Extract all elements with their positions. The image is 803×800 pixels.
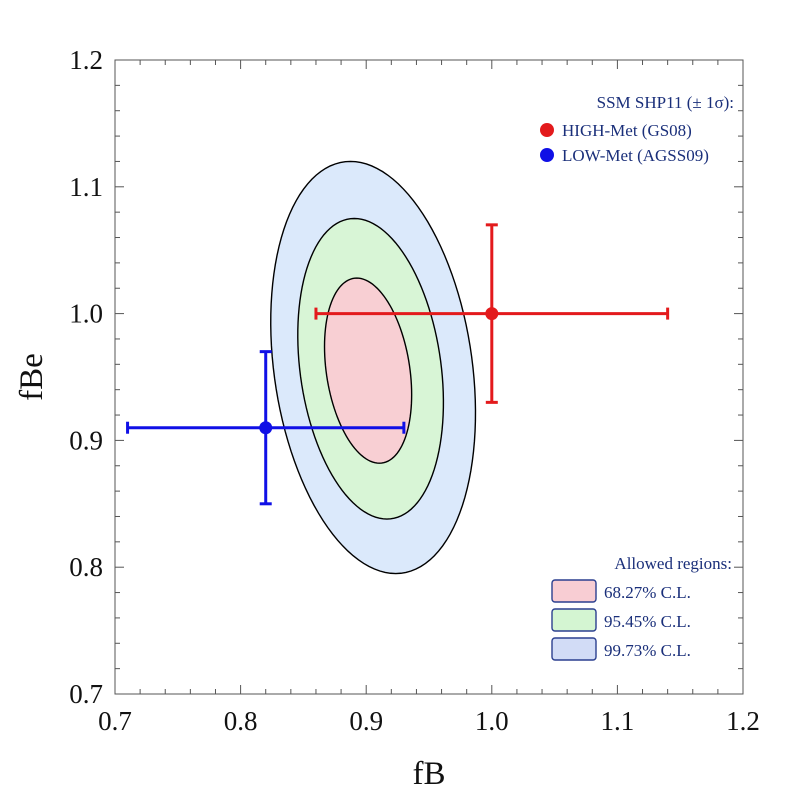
legend-points: SSM SHP11 (± 1σ): HIGH-Met (GS08) LOW-Me… [540, 93, 734, 165]
y-tick-label: 1.2 [69, 45, 103, 75]
region-6827-cl [323, 277, 413, 464]
y-tick-label: 0.7 [69, 679, 103, 709]
legend-label-68: 68.27% C.L. [604, 583, 691, 602]
axis-ticks: 0.7 0.8 0.9 1.0 1.1 1.2 0.7 0.8 0.9 1.0 1.1 1.2 [69, 45, 760, 736]
data-points [126, 223, 670, 506]
data-point-high-met [485, 307, 499, 321]
y-tick-label: 1.0 [69, 299, 103, 329]
legend-swatch-95 [551, 608, 597, 632]
legend-label-95: 95.45% C.L. [604, 612, 691, 631]
y-tick-label: 0.9 [69, 425, 103, 455]
x-tick-label: 0.7 [98, 706, 132, 736]
legend-marker-low-met [540, 148, 554, 162]
legend-regions: Allowed regions: 68.27% C.L. 95.45% C.L.… [551, 554, 732, 661]
y-tick-label: 0.8 [69, 552, 103, 582]
x-tick-label: 1.0 [475, 706, 509, 736]
x-tick-label: 1.2 [726, 706, 760, 736]
legend-label-99: 99.73% C.L. [604, 641, 691, 660]
legend-swatch-99 [551, 637, 597, 661]
legend-label-low-met: LOW-Met (AGSS09) [562, 146, 709, 165]
legend-points-title: SSM SHP11 (± 1σ): [597, 93, 734, 112]
legend-marker-high-met [540, 123, 554, 137]
x-tick-label: 0.9 [349, 706, 383, 736]
x-tick-label: 1.1 [601, 706, 635, 736]
data-point-low-met [259, 421, 273, 435]
x-tick-label: 0.8 [224, 706, 258, 736]
y-tick-label: 1.1 [69, 172, 103, 202]
legend-regions-title: Allowed regions: [614, 554, 732, 573]
legend-swatch-68 [551, 579, 597, 603]
legend-label-high-met: HIGH-Met (GS08) [562, 121, 692, 140]
y-axis-label: fBe [14, 353, 50, 401]
plot-frame [114, 59, 744, 695]
x-axis-label: fB [413, 756, 446, 792]
confidence-regions [270, 160, 477, 575]
